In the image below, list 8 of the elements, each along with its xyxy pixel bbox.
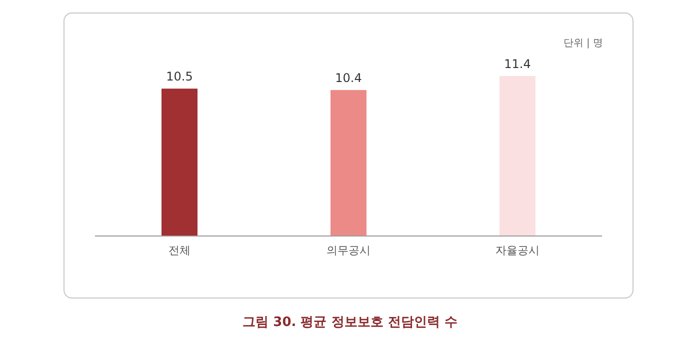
- text: 그림 30. 평균 정보보호 전담인력 수: [242, 315, 458, 330]
- x-tick-label: 전체: [168, 244, 190, 257]
- data-label: 10.4: [335, 71, 362, 86]
- data-label: 11.4: [504, 57, 531, 71]
- data-label: 10.5: [166, 70, 193, 84]
- text: 단위 | 명: [563, 38, 603, 49]
- x-tick-label: 의무공시: [326, 244, 370, 257]
- x-tick-label: 자율공시: [496, 244, 540, 257]
